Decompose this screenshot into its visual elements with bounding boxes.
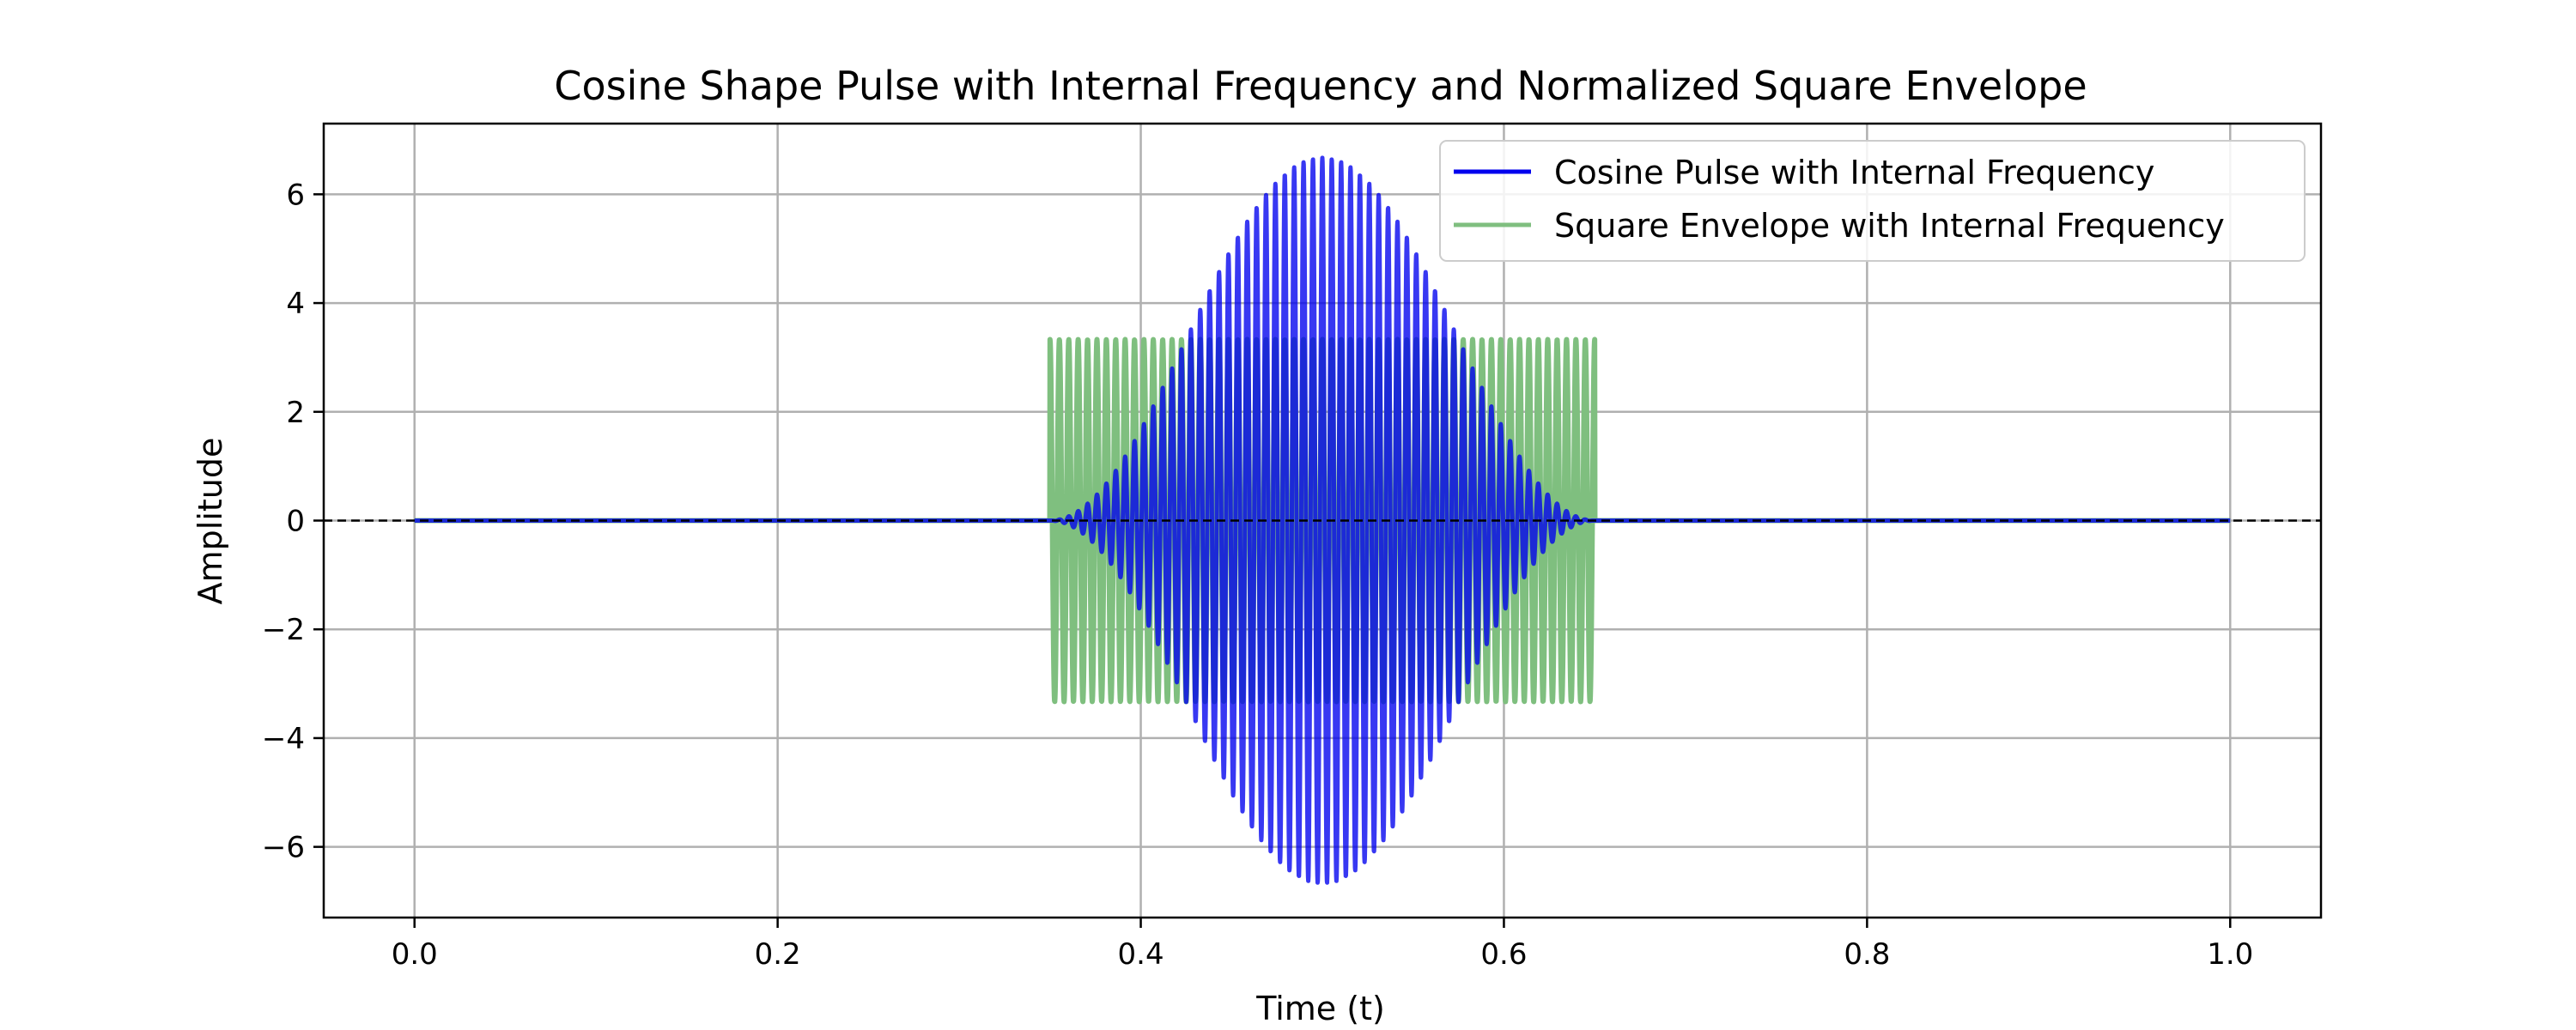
x-tick-label: 1.0 — [2207, 937, 2253, 972]
series-layer — [411, 155, 2233, 885]
y-tick-label: −4 — [262, 722, 305, 756]
x-axis-label: Time (t) — [1255, 990, 1385, 1027]
legend-box — [1439, 140, 2306, 262]
y-tick-label: −2 — [262, 613, 305, 647]
x-tick-label: 0.2 — [755, 937, 801, 972]
legend-label-cosine-pulse: Cosine Pulse with Internal Frequency — [1554, 154, 2154, 191]
x-axis-ticks: 0.0 0.2 0.4 0.6 0.8 1.0 — [392, 918, 2253, 972]
y-axis-label: Amplitude — [191, 438, 229, 605]
x-tick-label: 0.8 — [1844, 937, 1890, 972]
x-tick-label: 0.6 — [1480, 937, 1527, 972]
x-tick-label: 0.4 — [1118, 937, 1164, 972]
legend: Cosine Pulse with Internal Frequency Squ… — [1439, 140, 2306, 262]
x-tick-label: 0.0 — [392, 937, 438, 972]
y-tick-label: 2 — [286, 396, 305, 430]
y-axis-ticks: −6 −4 −2 0 2 4 6 — [262, 178, 324, 865]
y-tick-label: −6 — [262, 831, 305, 865]
y-tick-label: 0 — [286, 505, 305, 539]
y-tick-label: 6 — [286, 178, 305, 212]
y-tick-label: 4 — [286, 287, 305, 321]
series-cosine-pulse-line — [412, 155, 2233, 885]
legend-label-square-envelope: Square Envelope with Internal Frequency — [1554, 207, 2225, 245]
chart-title: Cosine Shape Pulse with Internal Frequen… — [554, 63, 2087, 109]
